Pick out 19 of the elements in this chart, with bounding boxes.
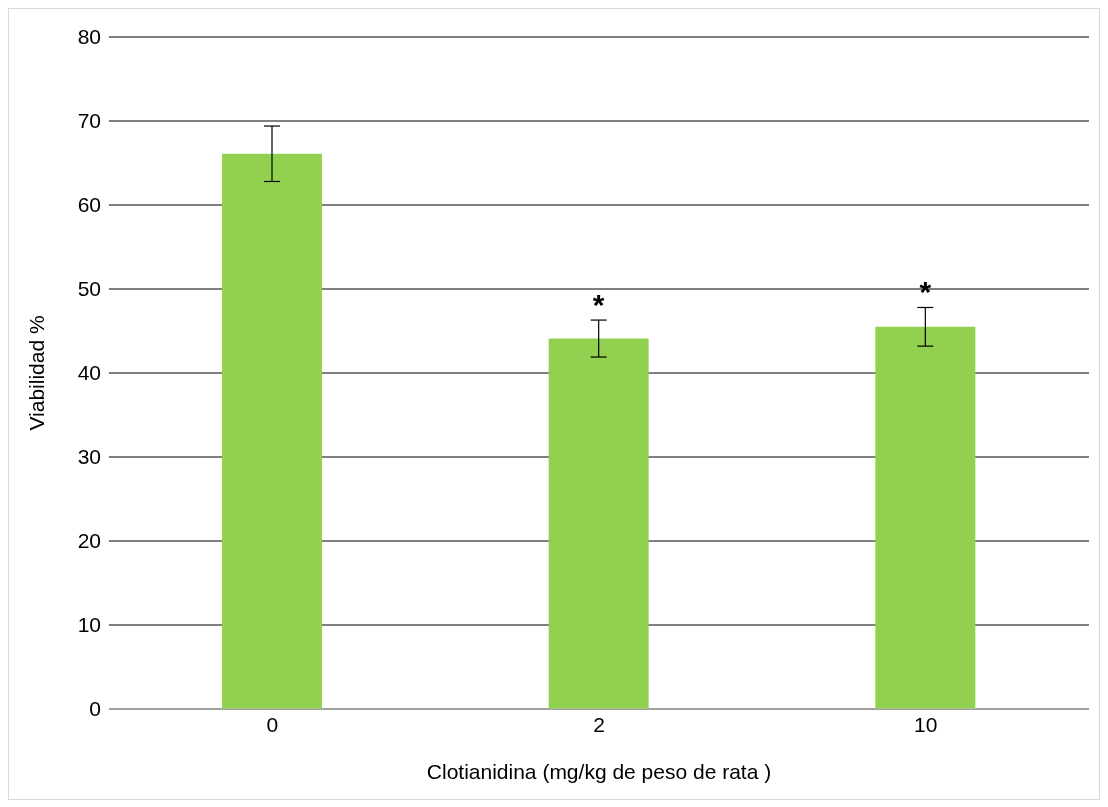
y-tick-label: 10 (77, 613, 101, 637)
y-tick-label: 80 (77, 25, 101, 49)
y-tick-label: 60 (77, 193, 101, 217)
x-tick-label: 0 (266, 712, 279, 736)
y-tick-label: 50 (77, 277, 101, 301)
y-axis-title: Viabilidad % (25, 315, 49, 431)
x-tick-label: 10 (913, 712, 938, 736)
bar (222, 153, 322, 709)
y-tick-label: 40 (77, 361, 101, 385)
y-tick-label: 30 (77, 445, 101, 469)
data-label: * (919, 274, 932, 308)
y-tick-label: 0 (89, 697, 101, 721)
y-tick-label: 70 (77, 109, 101, 133)
data-label: * (592, 287, 605, 321)
bar (548, 338, 649, 709)
x-axis-title: Clotianidina (mg/kg de peso de rata ) (426, 760, 772, 783)
y-tick-label: 20 (77, 529, 101, 553)
bar (875, 326, 976, 709)
x-tick-label: 2 (593, 712, 605, 736)
